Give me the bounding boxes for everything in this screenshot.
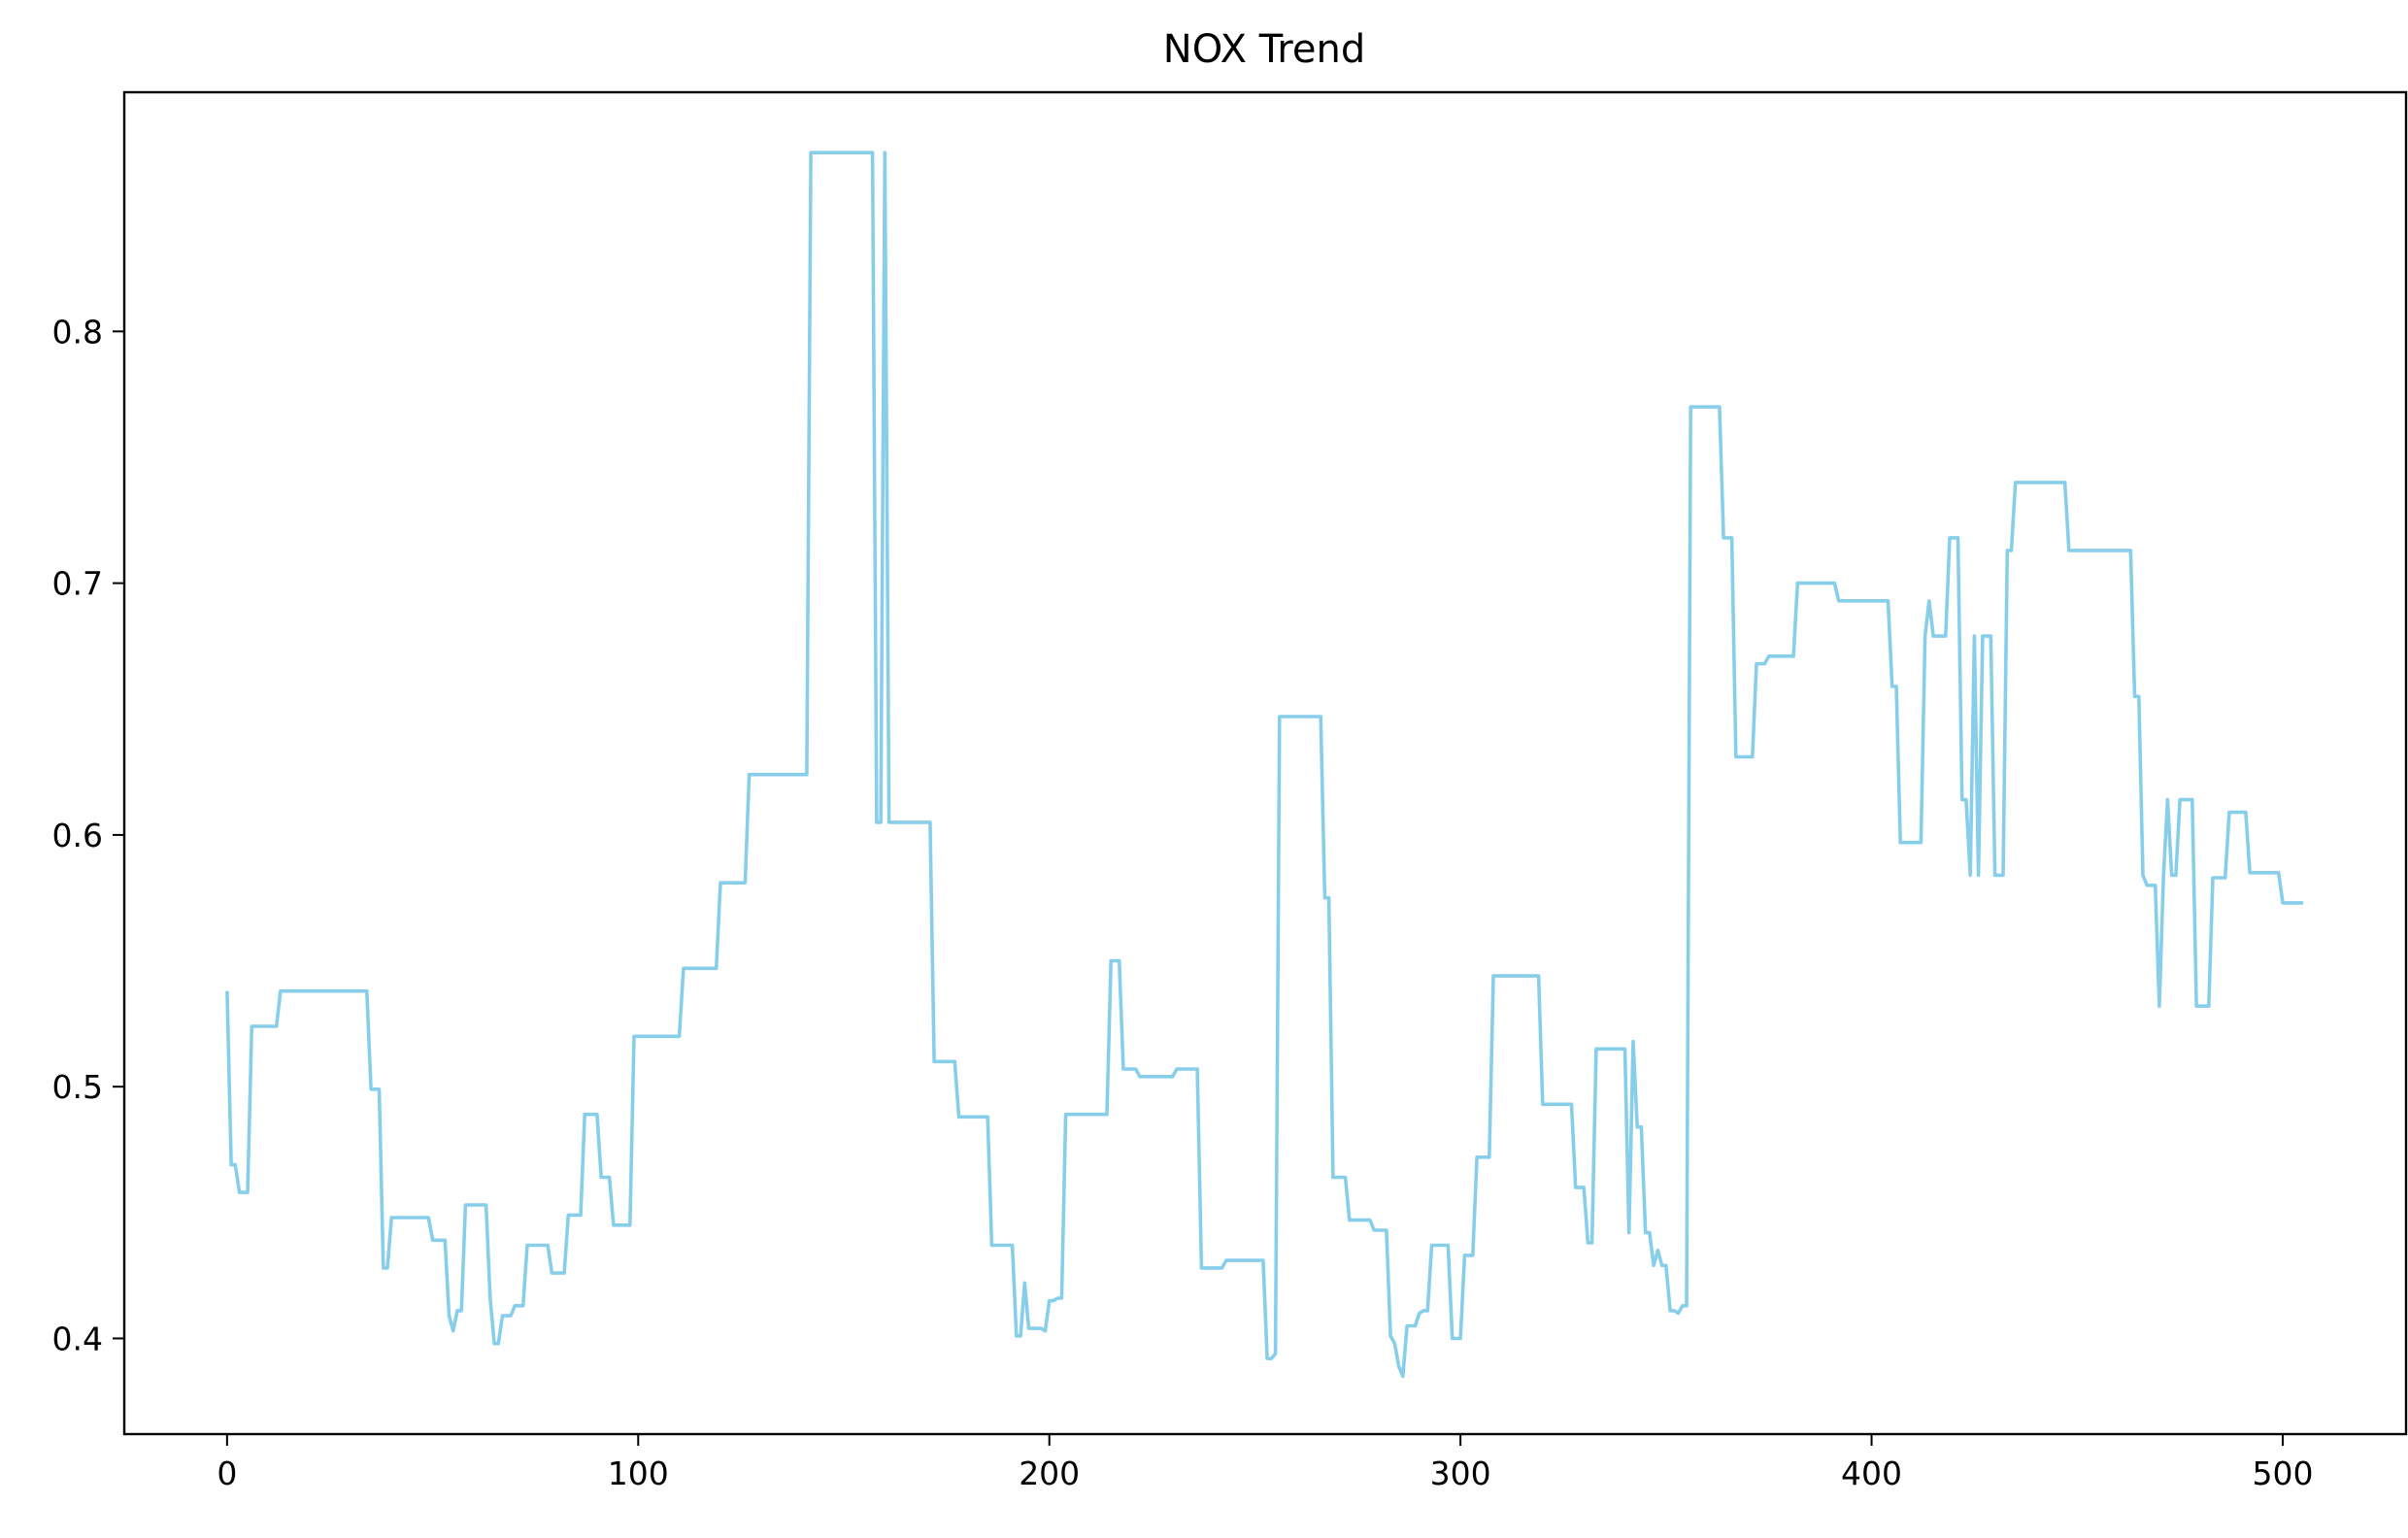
series-line-0 — [225, 150, 2304, 1379]
plot-frame — [122, 90, 2408, 1436]
y-tick-label: 0.5 — [52, 1068, 103, 1106]
chart-title: NOX Trend — [1163, 27, 1365, 72]
x-tick-label: 100 — [608, 1454, 669, 1492]
x-axis: 0 100 200 300 400 500 — [217, 1434, 2313, 1492]
y-tick-label: 0.8 — [52, 313, 103, 351]
x-tick-label: 0 — [217, 1454, 237, 1492]
y-tick-label: 0.7 — [52, 565, 103, 603]
x-tick-label: 200 — [1019, 1454, 1080, 1492]
x-tick-label: 300 — [1430, 1454, 1491, 1492]
y-tick-label: 0.4 — [52, 1320, 103, 1357]
y-axis: 0.4 0.5 0.6 0.7 0.8 — [52, 313, 124, 1357]
y-tick-label: 0.6 — [52, 817, 103, 854]
x-tick-label: 500 — [2252, 1454, 2313, 1492]
series-layer — [225, 150, 2304, 1379]
x-tick-label: 400 — [1841, 1454, 1902, 1492]
